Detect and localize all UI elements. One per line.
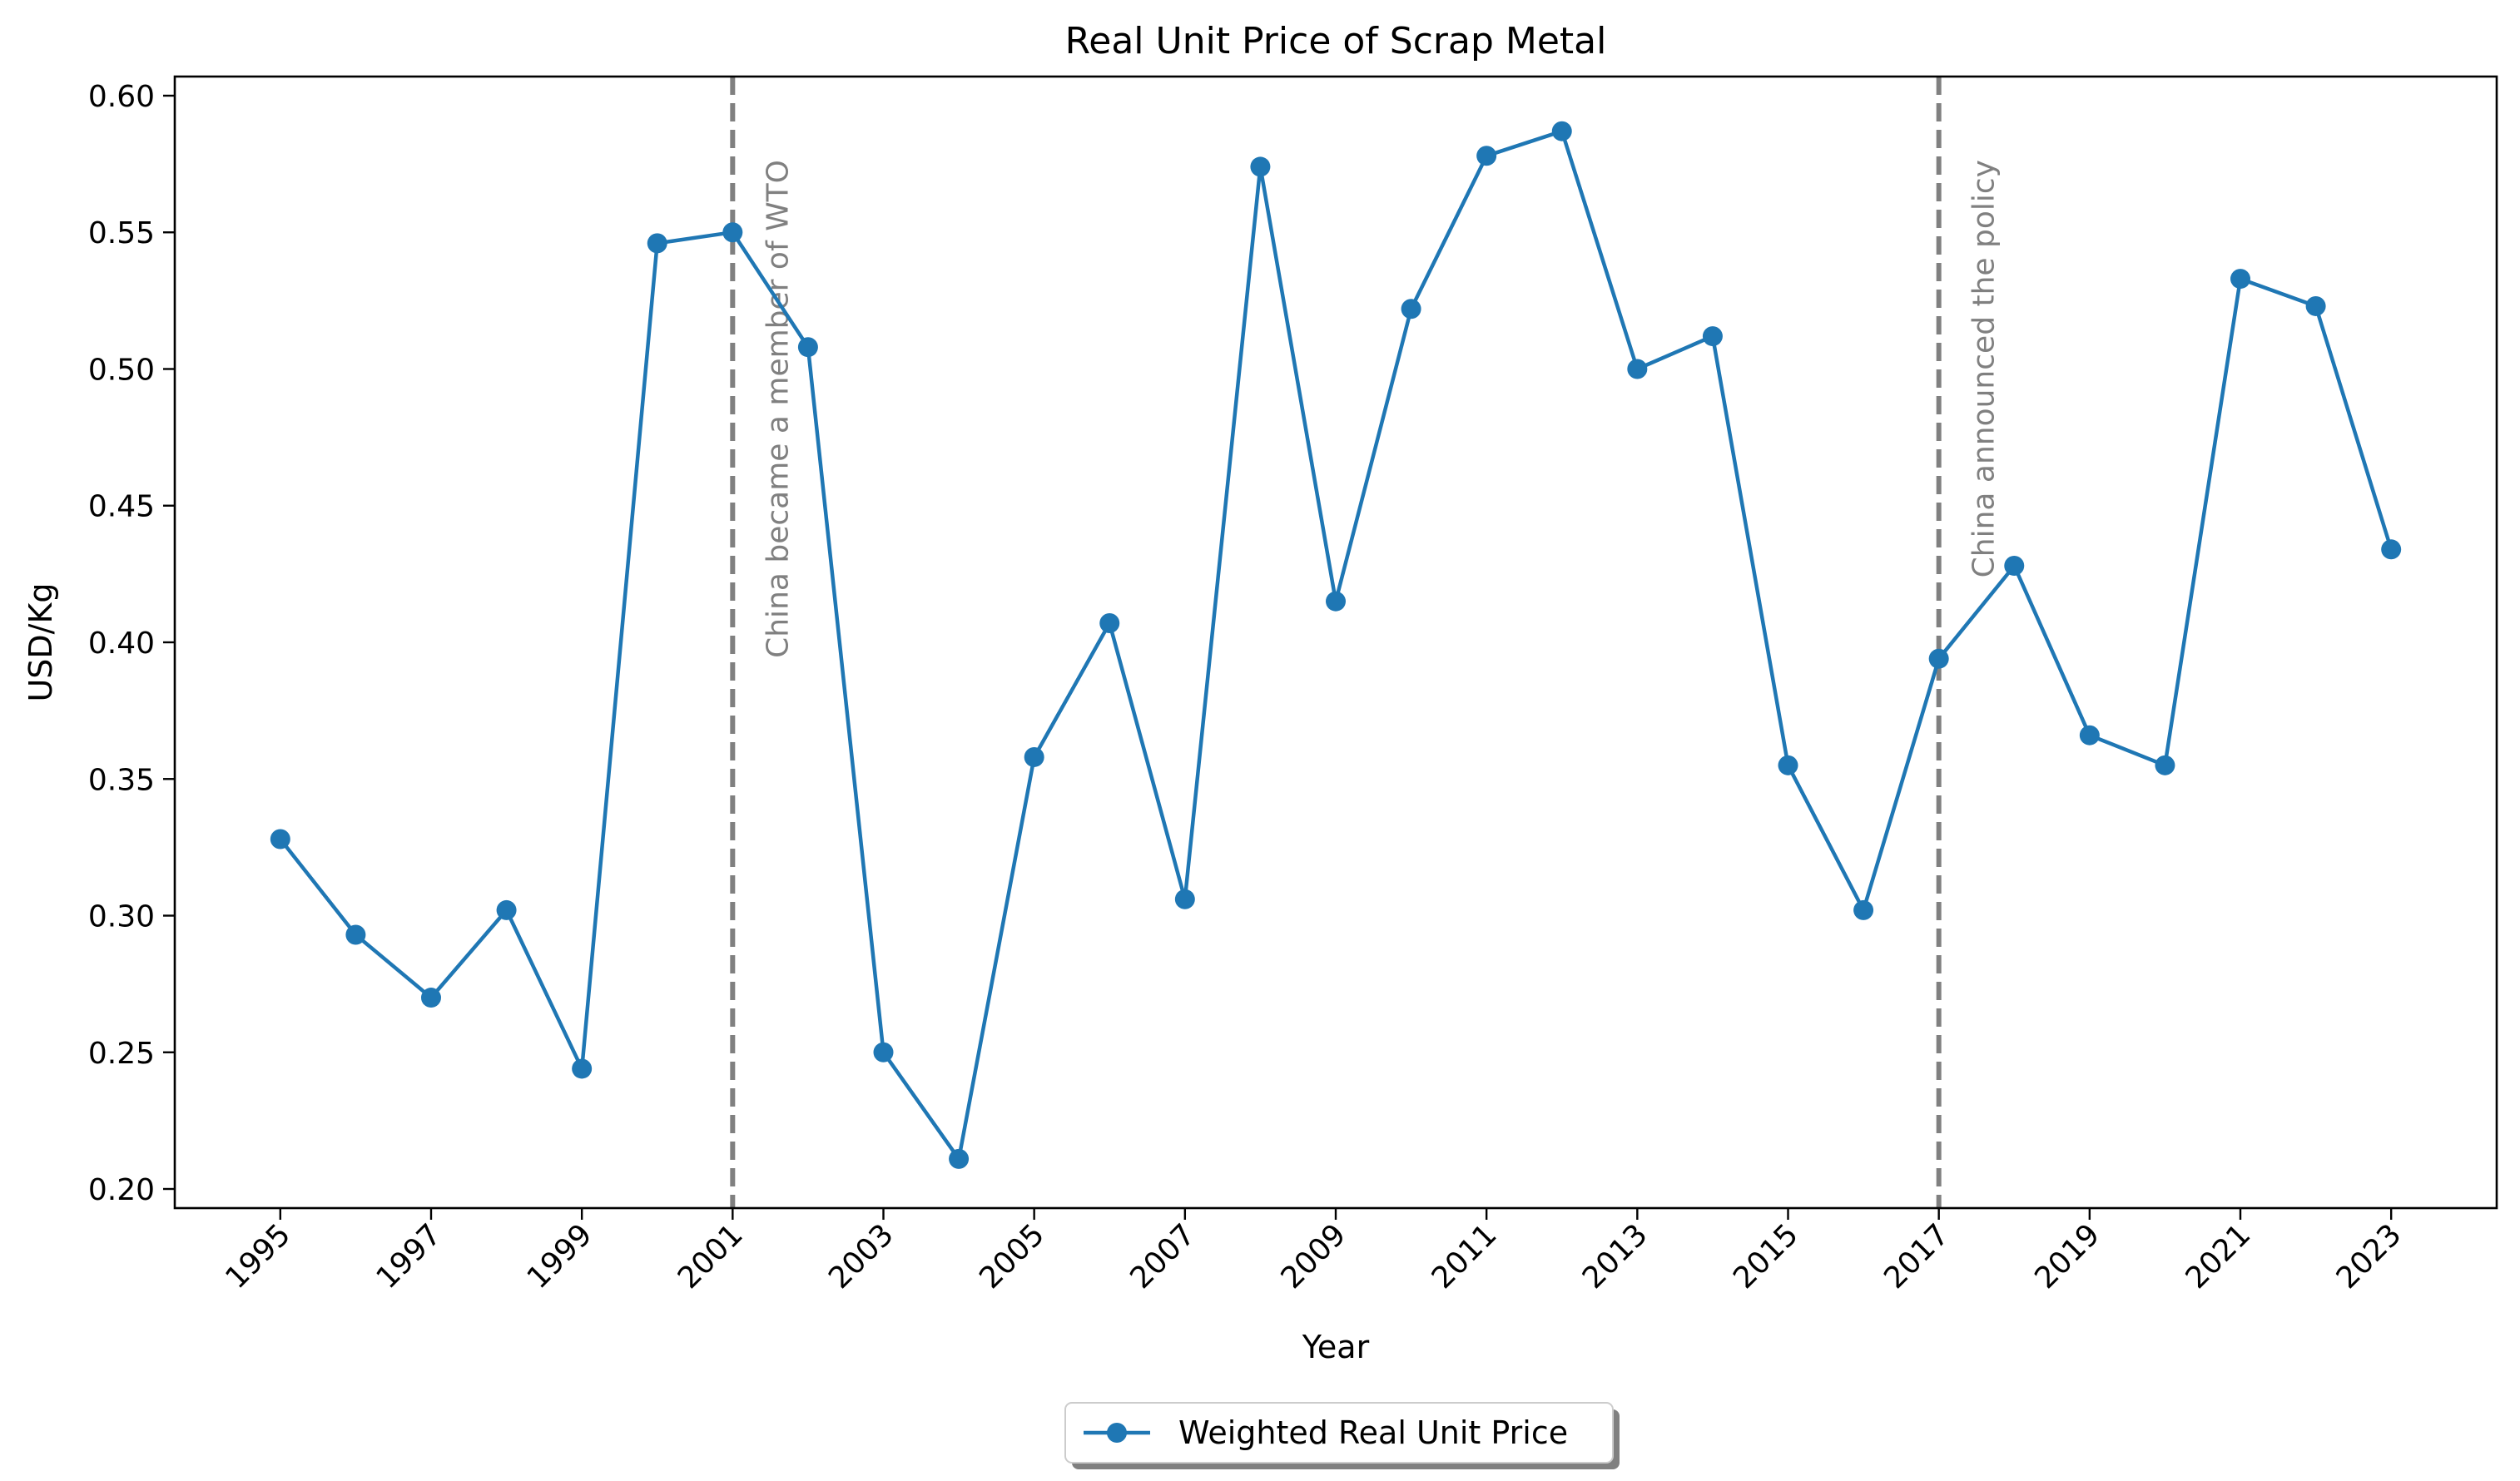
y-tick-label: 0.30	[88, 900, 155, 934]
x-tick-label: 2013	[1576, 1217, 1654, 1295]
data-point	[1476, 146, 1497, 166]
data-point	[2079, 725, 2100, 745]
annotation-lines: China became a member of WTO China announ…	[730, 77, 2002, 1208]
data-point	[1551, 121, 1572, 141]
legend-series-marker	[1107, 1423, 1127, 1443]
y-tick-label: 0.25	[88, 1037, 155, 1071]
data-point	[1702, 326, 1723, 347]
x-tick-label: 2007	[1124, 1217, 1202, 1295]
data-point	[647, 233, 667, 254]
data-point	[873, 1042, 894, 1062]
y-tick-label: 0.50	[88, 353, 155, 387]
data-point	[1099, 613, 1120, 634]
x-tick-label: 1997	[370, 1217, 449, 1295]
plot-area-frame	[173, 75, 2498, 1210]
y-axis-ticks: 0.20 0.25 0.30 0.35 0.40 0.45 0.50 0.55 0.60	[88, 80, 175, 1207]
series-line	[279, 129, 2394, 1162]
data-point	[1174, 889, 1195, 909]
data-point	[572, 1058, 593, 1079]
x-tick-label: 2019	[2028, 1217, 2106, 1295]
legend-label: Weighted Real Unit Price	[1178, 1414, 1568, 1451]
data-point	[1401, 299, 1421, 319]
y-tick-label: 0.45	[88, 490, 155, 524]
data-point	[1024, 746, 1044, 767]
x-tick-label: 2005	[973, 1217, 1051, 1295]
y-axis-title: USD/Kg	[22, 582, 59, 701]
data-point	[2155, 755, 2175, 775]
x-tick-label: 2009	[1275, 1217, 1353, 1295]
x-tick-label: 2011	[1426, 1217, 1504, 1295]
data-point	[1778, 755, 1798, 775]
data-point	[2381, 539, 2402, 560]
series-layer	[270, 121, 2402, 1169]
y-tick-label: 0.55	[88, 216, 155, 250]
x-tick-label: 2015	[1727, 1217, 1805, 1295]
data-point	[270, 829, 290, 849]
x-tick-label: 1995	[219, 1217, 297, 1295]
x-axis-title: Year	[1302, 1329, 1370, 1365]
chart-title: Real Unit Price of Scrap Metal	[1065, 20, 1607, 62]
data-point	[420, 988, 441, 1008]
data-point	[1250, 156, 1271, 177]
x-tick-label: 2003	[822, 1217, 900, 1295]
y-tick-label: 0.20	[88, 1173, 155, 1207]
annotation-text: China announced the policy	[1967, 160, 2002, 577]
legend: Weighted Real Unit Price	[1064, 1402, 1620, 1469]
data-point	[2004, 556, 2025, 577]
data-point	[797, 337, 818, 358]
data-point	[1853, 899, 1874, 920]
x-tick-label: 2001	[672, 1217, 750, 1295]
data-point	[2230, 269, 2251, 290]
annotation-text: China became a member of WTO	[761, 160, 795, 658]
data-point	[2305, 295, 2326, 316]
y-tick-label: 0.60	[88, 80, 155, 114]
x-axis-ticks: 1995 1997 1999 2001 2003 2005 2007 2009 2011 2013…	[219, 1208, 2408, 1295]
legend-box	[1064, 1402, 1614, 1464]
data-point	[345, 924, 366, 945]
y-tick-label: 0.40	[88, 627, 155, 661]
x-tick-label: 2021	[2180, 1217, 2258, 1295]
x-tick-label: 1999	[521, 1217, 599, 1295]
x-tick-label: 2017	[1878, 1217, 1956, 1295]
x-tick-label: 2023	[2330, 1217, 2408, 1295]
y-tick-label: 0.35	[88, 763, 155, 797]
data-point	[496, 899, 517, 920]
data-point	[1627, 359, 1648, 379]
data-point	[1928, 648, 1949, 669]
data-point	[949, 1148, 970, 1169]
data-point	[1326, 591, 1346, 612]
data-point	[722, 222, 743, 243]
